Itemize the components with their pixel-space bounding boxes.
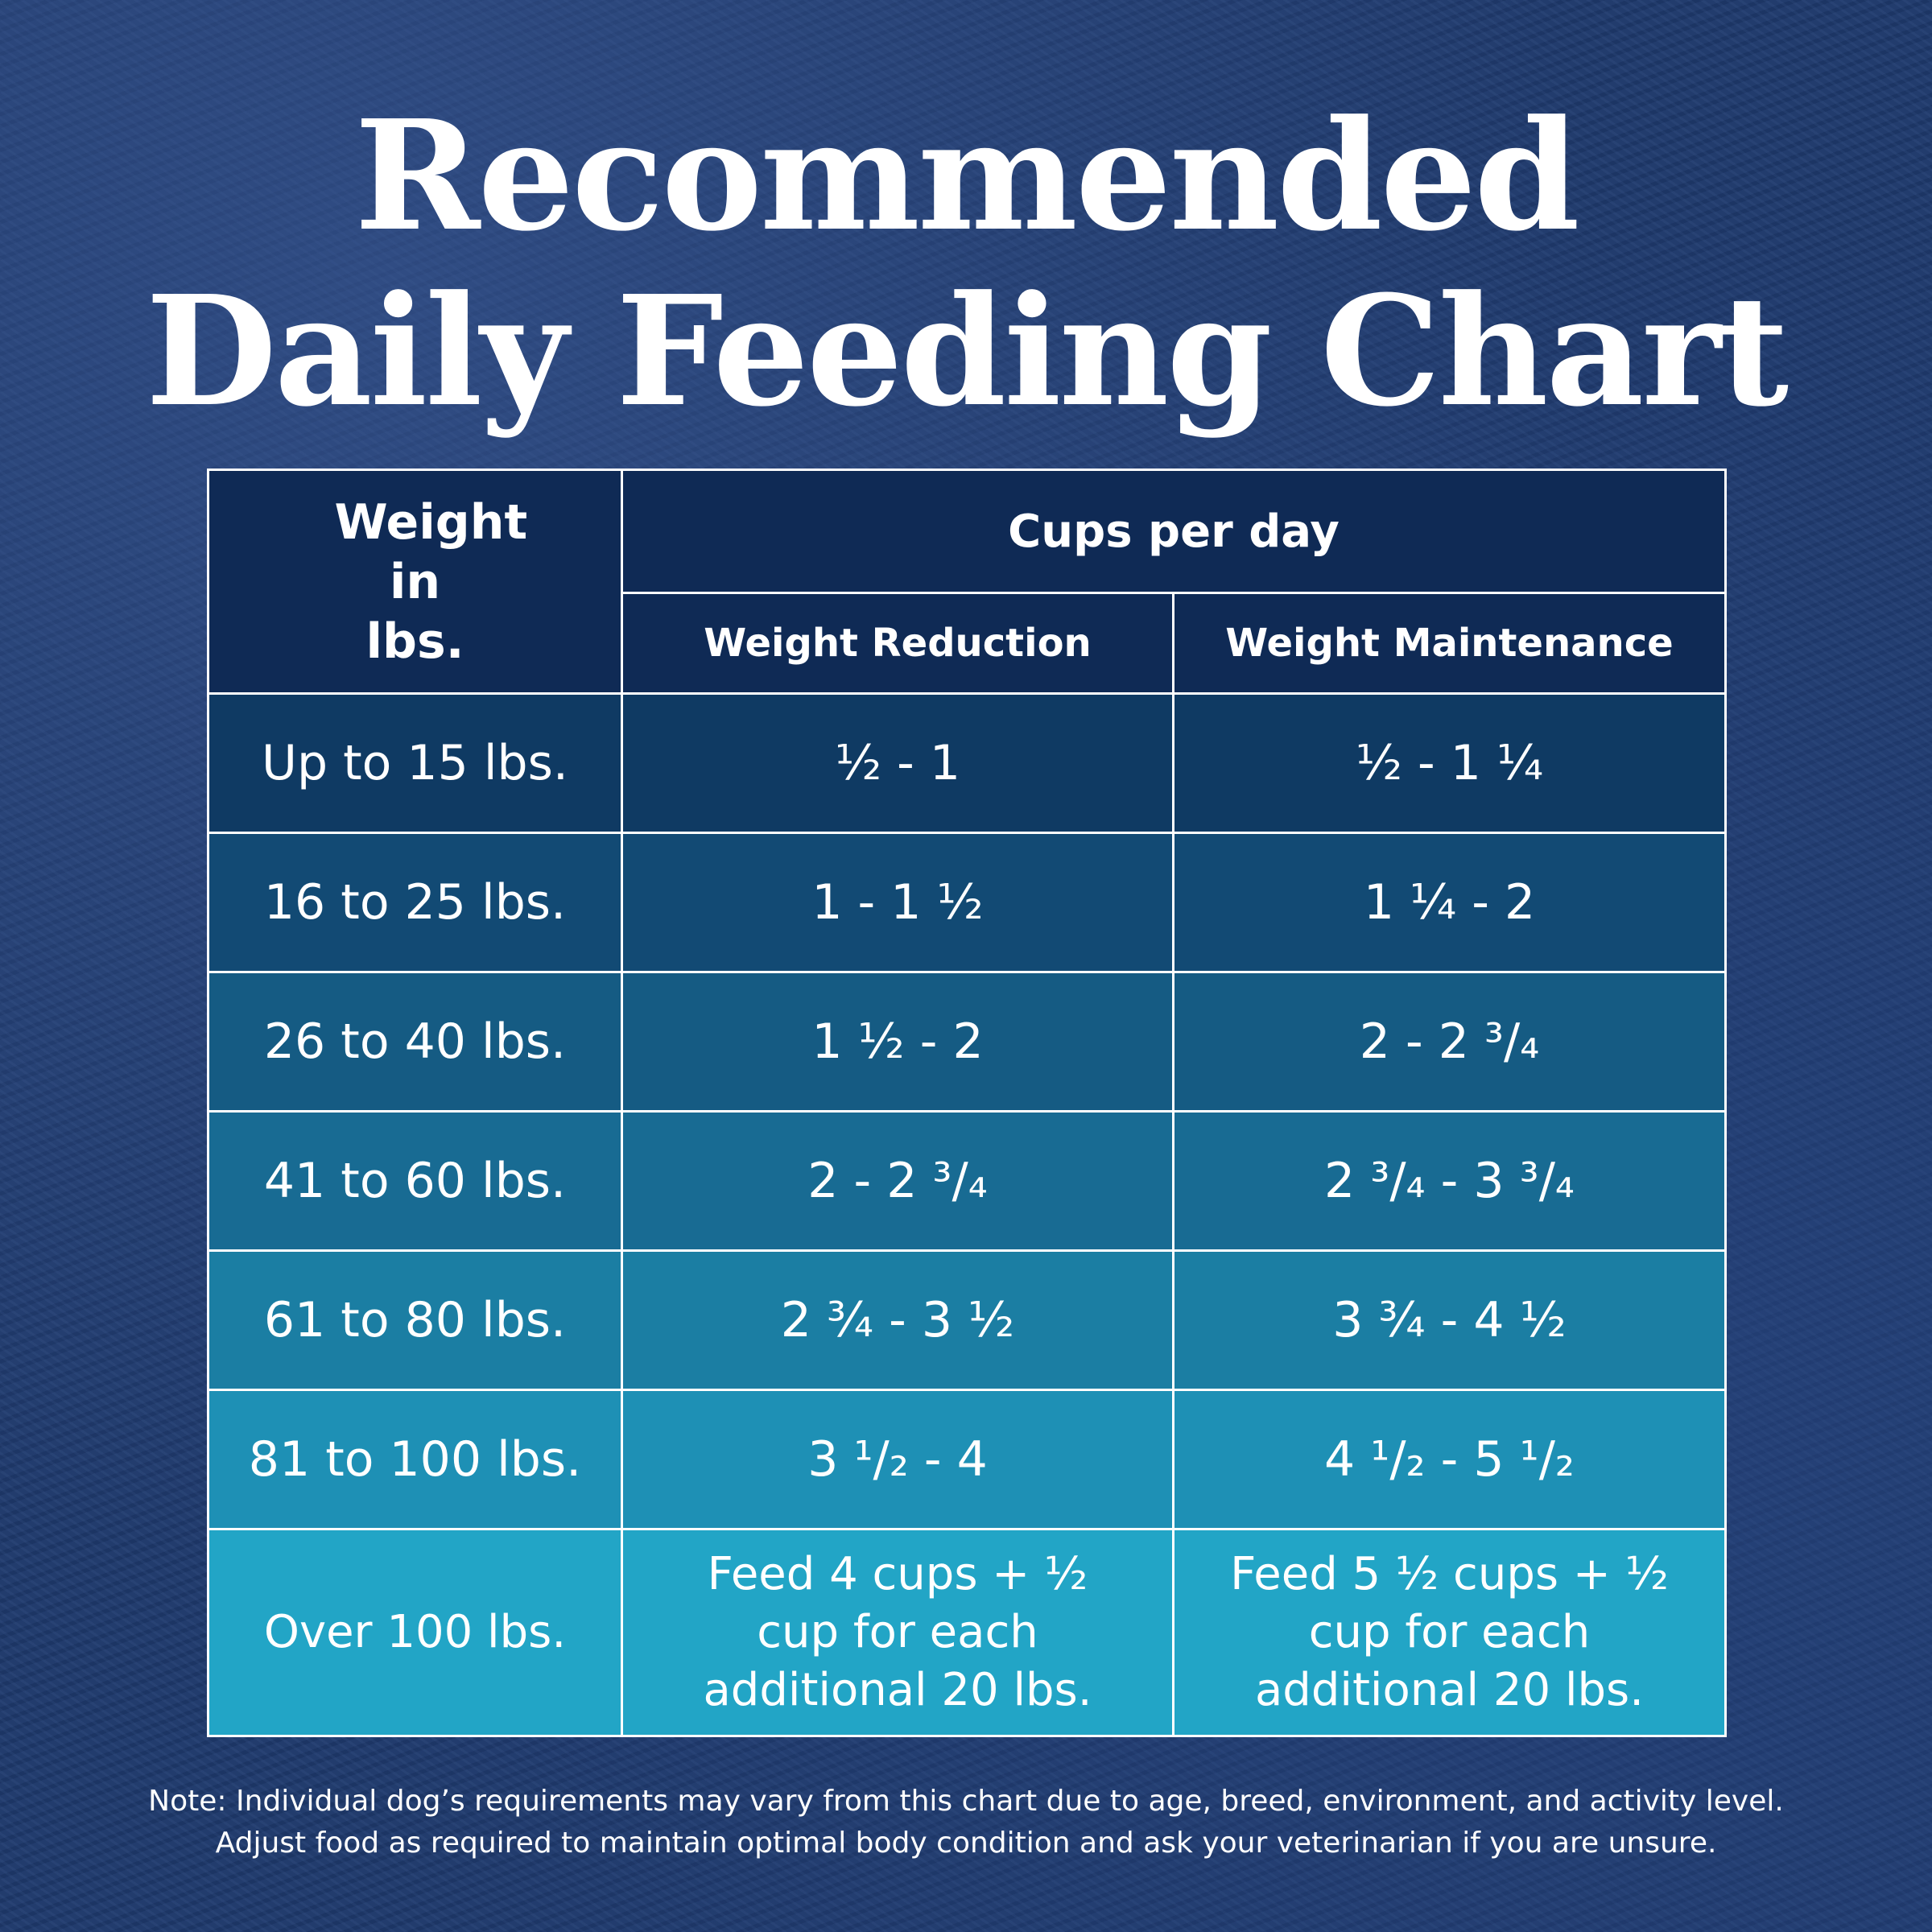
weight-cell: 81 to 100 lbs. — [207, 1389, 623, 1530]
maintenance-cell: 4 ¹/₂ - 5 ¹/₂ — [1172, 1389, 1727, 1530]
reduction-cell: 1 ½ - 2 — [621, 971, 1174, 1113]
subheader-row: Weight Reduction Weight Maintenance — [208, 592, 1727, 695]
maintenance-cell: 3 ¾ - 4 ½ — [1172, 1249, 1727, 1391]
weight-cell: Up to 15 lbs. — [207, 692, 623, 834]
maintenance-cell: Feed 5 ½ cups + ½ cup for each additiona… — [1172, 1528, 1727, 1737]
page-title: Recommended Daily Feeding Chart — [0, 89, 1932, 440]
maintenance-cell: 1 ¼ - 2 — [1172, 832, 1727, 973]
footnote-line-2: Adjust food as required to maintain opti… — [215, 1827, 1717, 1860]
footnote: Note: Individual dog’s requirements may … — [0, 1781, 1932, 1864]
weight-cell: Over 100 lbs. — [207, 1528, 623, 1737]
maintenance-cell: 2 ³/₄ - 3 ³/₄ — [1172, 1110, 1727, 1252]
feeding-chart-table: Weight in lbs. Cups per day Weight Reduc… — [207, 469, 1727, 1737]
reduction-cell: 3 ¹/₂ - 4 — [621, 1389, 1174, 1530]
maintenance-cell: ½ - 1 ¼ — [1172, 692, 1727, 834]
weight-cell: 26 to 40 lbs. — [207, 971, 623, 1113]
cups-per-day-header: Cups per day — [621, 469, 1727, 594]
weight-header: Weight in lbs. — [207, 469, 623, 695]
title-line-2: Daily Feeding Chart — [145, 262, 1789, 440]
weight-header-label: Weight in lbs. — [334, 493, 528, 670]
footnote-line-1: Note: Individual dog’s requirements may … — [148, 1785, 1784, 1818]
table-row: Over 100 lbs. Feed 4 cups + ½ cup for ea… — [207, 1528, 1727, 1737]
title-line-1: Recommended — [354, 87, 1579, 265]
weight-reduction-header: Weight Reduction — [621, 592, 1174, 695]
reduction-cell: ½ - 1 — [621, 692, 1174, 834]
reduction-cell: 1 - 1 ½ — [621, 832, 1174, 973]
weight-cell: 16 to 25 lbs. — [207, 832, 623, 973]
table-row: 26 to 40 lbs. 1 ½ - 2 2 - 2 ³/₄ — [207, 971, 1727, 1113]
table-row: 81 to 100 lbs. 3 ¹/₂ - 4 4 ¹/₂ - 5 ¹/₂ — [207, 1389, 1727, 1530]
table-row: 61 to 80 lbs. 2 ¾ - 3 ½ 3 ¾ - 4 ½ — [207, 1249, 1727, 1391]
header-row: Weight in lbs. Cups per day — [207, 469, 1727, 695]
table-row: Up to 15 lbs. ½ - 1 ½ - 1 ¼ — [207, 692, 1727, 834]
weight-cell: 61 to 80 lbs. — [207, 1249, 623, 1391]
reduction-cell: 2 - 2 ³/₄ — [621, 1110, 1174, 1252]
reduction-cell-text: Feed 4 cups + ½ cup for each additional … — [703, 1548, 1092, 1716]
reduction-cell: 2 ¾ - 3 ½ — [621, 1249, 1174, 1391]
weight-cell: 41 to 60 lbs. — [207, 1110, 623, 1252]
weight-maintenance-header: Weight Maintenance — [1172, 592, 1727, 695]
maintenance-cell-text: Feed 5 ½ cups + ½ cup for each additiona… — [1230, 1548, 1669, 1716]
reduction-cell: Feed 4 cups + ½ cup for each additional … — [621, 1528, 1174, 1737]
maintenance-cell: 2 - 2 ³/₄ — [1172, 971, 1727, 1113]
table-row: 16 to 25 lbs. 1 - 1 ½ 1 ¼ - 2 — [207, 832, 1727, 973]
table-row: 41 to 60 lbs. 2 - 2 ³/₄ 2 ³/₄ - 3 ³/₄ — [207, 1110, 1727, 1252]
